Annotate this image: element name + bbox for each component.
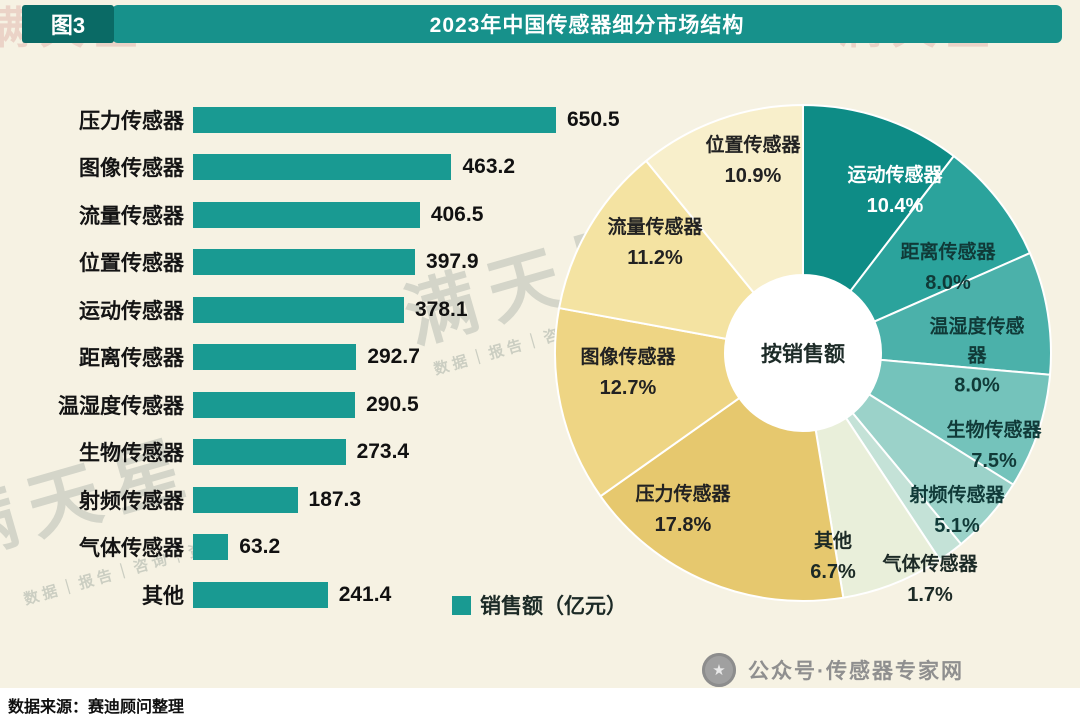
slice-percentage: 11.2% <box>627 246 683 269</box>
bar <box>193 439 346 466</box>
bar-row: 生物传感器 273.4 <box>22 429 567 477</box>
slice-name: 位置传感器 <box>705 134 801 156</box>
bar-value: 378.1 <box>414 297 468 321</box>
bar-category-label: 其他 <box>142 584 184 608</box>
slice-percentage: 17.8% <box>654 513 712 536</box>
donut-slice-label: 压力传感器 17.8% <box>635 481 730 540</box>
bar-value: 187.3 <box>308 487 362 511</box>
donut-hole <box>725 275 881 431</box>
slice-percentage: 1.7% <box>907 583 953 606</box>
bar-row: 其他 241.4 <box>22 571 567 619</box>
slice-name: 射频传感器 <box>909 484 1005 506</box>
donut-slice-label: 气体传感器 1.7% <box>882 551 977 610</box>
donut-slice-label: 距离传感器 8.0% <box>900 239 995 298</box>
bar-category-label: 图像传感器 <box>79 157 184 181</box>
slice-name: 气体传感器 <box>882 553 978 575</box>
donut-svg <box>554 104 1052 602</box>
legend-label: 销售额（亿元） <box>480 595 627 618</box>
donut-slice-label: 生物传感器 7.5% <box>946 417 1041 476</box>
figure-tag: 图3 <box>22 5 114 43</box>
legend-swatch <box>452 595 471 615</box>
bar <box>193 486 298 513</box>
slice-name: 其他 <box>813 530 852 552</box>
slice-percentage: 10.9% <box>724 164 782 187</box>
bar-chart-legend: 销售额（亿元） <box>452 590 627 620</box>
bar-row: 压力传感器 650.5 <box>22 96 620 144</box>
footer: 数据来源：赛迪顾问整理 <box>0 688 1080 721</box>
bar-row: 距离传感器 292.7 <box>22 334 567 382</box>
bar <box>193 249 416 276</box>
bar <box>193 344 357 371</box>
slice-percentage: 6.7% <box>810 560 856 583</box>
bar-value: 406.5 <box>430 202 484 226</box>
bar-category-label: 气体传感器 <box>79 537 184 561</box>
bar <box>193 296 404 323</box>
bar-category-label: 流量传感器 <box>79 204 184 228</box>
data-source: 数据来源：赛迪顾问整理 <box>8 698 185 716</box>
slice-name: 流量传感器 <box>607 216 703 238</box>
bar-row: 运动传感器 378.1 <box>22 286 567 334</box>
bar-value: 292.7 <box>367 345 420 369</box>
donut-slice-label: 位置传感器 10.9% <box>705 132 800 191</box>
bar-category-label: 运动传感器 <box>79 299 184 323</box>
bar-value: 290.5 <box>366 392 419 416</box>
slice-name: 压力传感器 <box>635 483 731 505</box>
donut-slice-label: 流量传感器 11.2% <box>607 214 702 273</box>
bar-value: 273.4 <box>356 440 410 464</box>
bar-value: 241.4 <box>338 582 392 606</box>
bar-category-label: 射频传感器 <box>79 489 184 513</box>
slice-name: 温湿度传感器 <box>929 316 1025 367</box>
account-badge: ★ 公众号·传感器专家网 <box>702 653 964 687</box>
slice-percentage: 7.5% <box>971 449 1017 472</box>
slice-name: 图像传感器 <box>580 346 676 368</box>
title-bar: 2023年中国传感器细分市场结构 <box>112 5 1062 43</box>
bar <box>193 581 328 608</box>
bar-category-label: 生物传感器 <box>79 442 184 466</box>
bar-row: 流量传感器 406.5 <box>22 191 567 239</box>
bar <box>193 154 452 181</box>
bar-category-label: 温湿度传感器 <box>58 394 184 418</box>
bar <box>193 534 229 561</box>
donut-slice-label: 射频传感器 5.1% <box>909 482 1004 541</box>
bar-row: 位置传感器 397.9 <box>22 239 567 287</box>
bar-row: 温湿度传感器 290.5 <box>22 381 567 429</box>
slice-percentage: 10.4% <box>866 194 924 217</box>
donut-slice-label: 温湿度传感器 8.0% <box>921 314 1033 401</box>
slice-percentage: 5.1% <box>934 514 980 537</box>
donut-slice-label: 图像传感器 12.7% <box>580 344 675 403</box>
stamp-icon: ★ <box>702 653 736 687</box>
bar-row: 射频传感器 187.3 <box>22 476 567 524</box>
slice-percentage: 12.7% <box>599 376 657 399</box>
bar-chart: 压力传感器 650.5 图像传感器 463.2 流量传感器 406.5 位置传感器 397.9… <box>22 96 620 619</box>
bar <box>193 391 356 418</box>
donut-slice-label: 其他 6.7% <box>810 528 856 587</box>
bar-category-label: 距离传感器 <box>79 347 184 371</box>
slice-percentage: 8.0% <box>954 374 1000 397</box>
bar <box>193 201 420 228</box>
bar-category-label: 位置传感器 <box>79 252 184 276</box>
slice-name: 距离传感器 <box>900 241 996 263</box>
bar-value: 63.2 <box>239 535 281 559</box>
bar-row: 图像传感器 463.2 <box>22 144 567 192</box>
bar-row: 气体传感器 63.2 <box>22 524 567 572</box>
bar-value: 650.5 <box>567 107 620 131</box>
slice-percentage: 8.0% <box>925 271 971 294</box>
page-title: 2023年中国传感器细分市场结构 <box>429 14 745 37</box>
bar-category-label: 压力传感器 <box>79 109 184 133</box>
bar-value: 463.2 <box>462 155 516 179</box>
donut-chart: 按销售额 运动传感器 10.4% 距离传感器 8.0% 温湿度传感器 8.0% 生物传感器 7… <box>545 85 1065 625</box>
bar-value: 397.9 <box>426 250 479 274</box>
account-badge-label: 公众号·传感器专家网 <box>748 660 964 683</box>
slice-name: 运动传感器 <box>847 164 943 186</box>
donut-center-label: 按销售额 <box>761 343 845 366</box>
donut-slice-label: 运动传感器 10.4% <box>847 162 942 221</box>
slice-name: 生物传感器 <box>946 419 1042 441</box>
bar <box>193 106 556 133</box>
